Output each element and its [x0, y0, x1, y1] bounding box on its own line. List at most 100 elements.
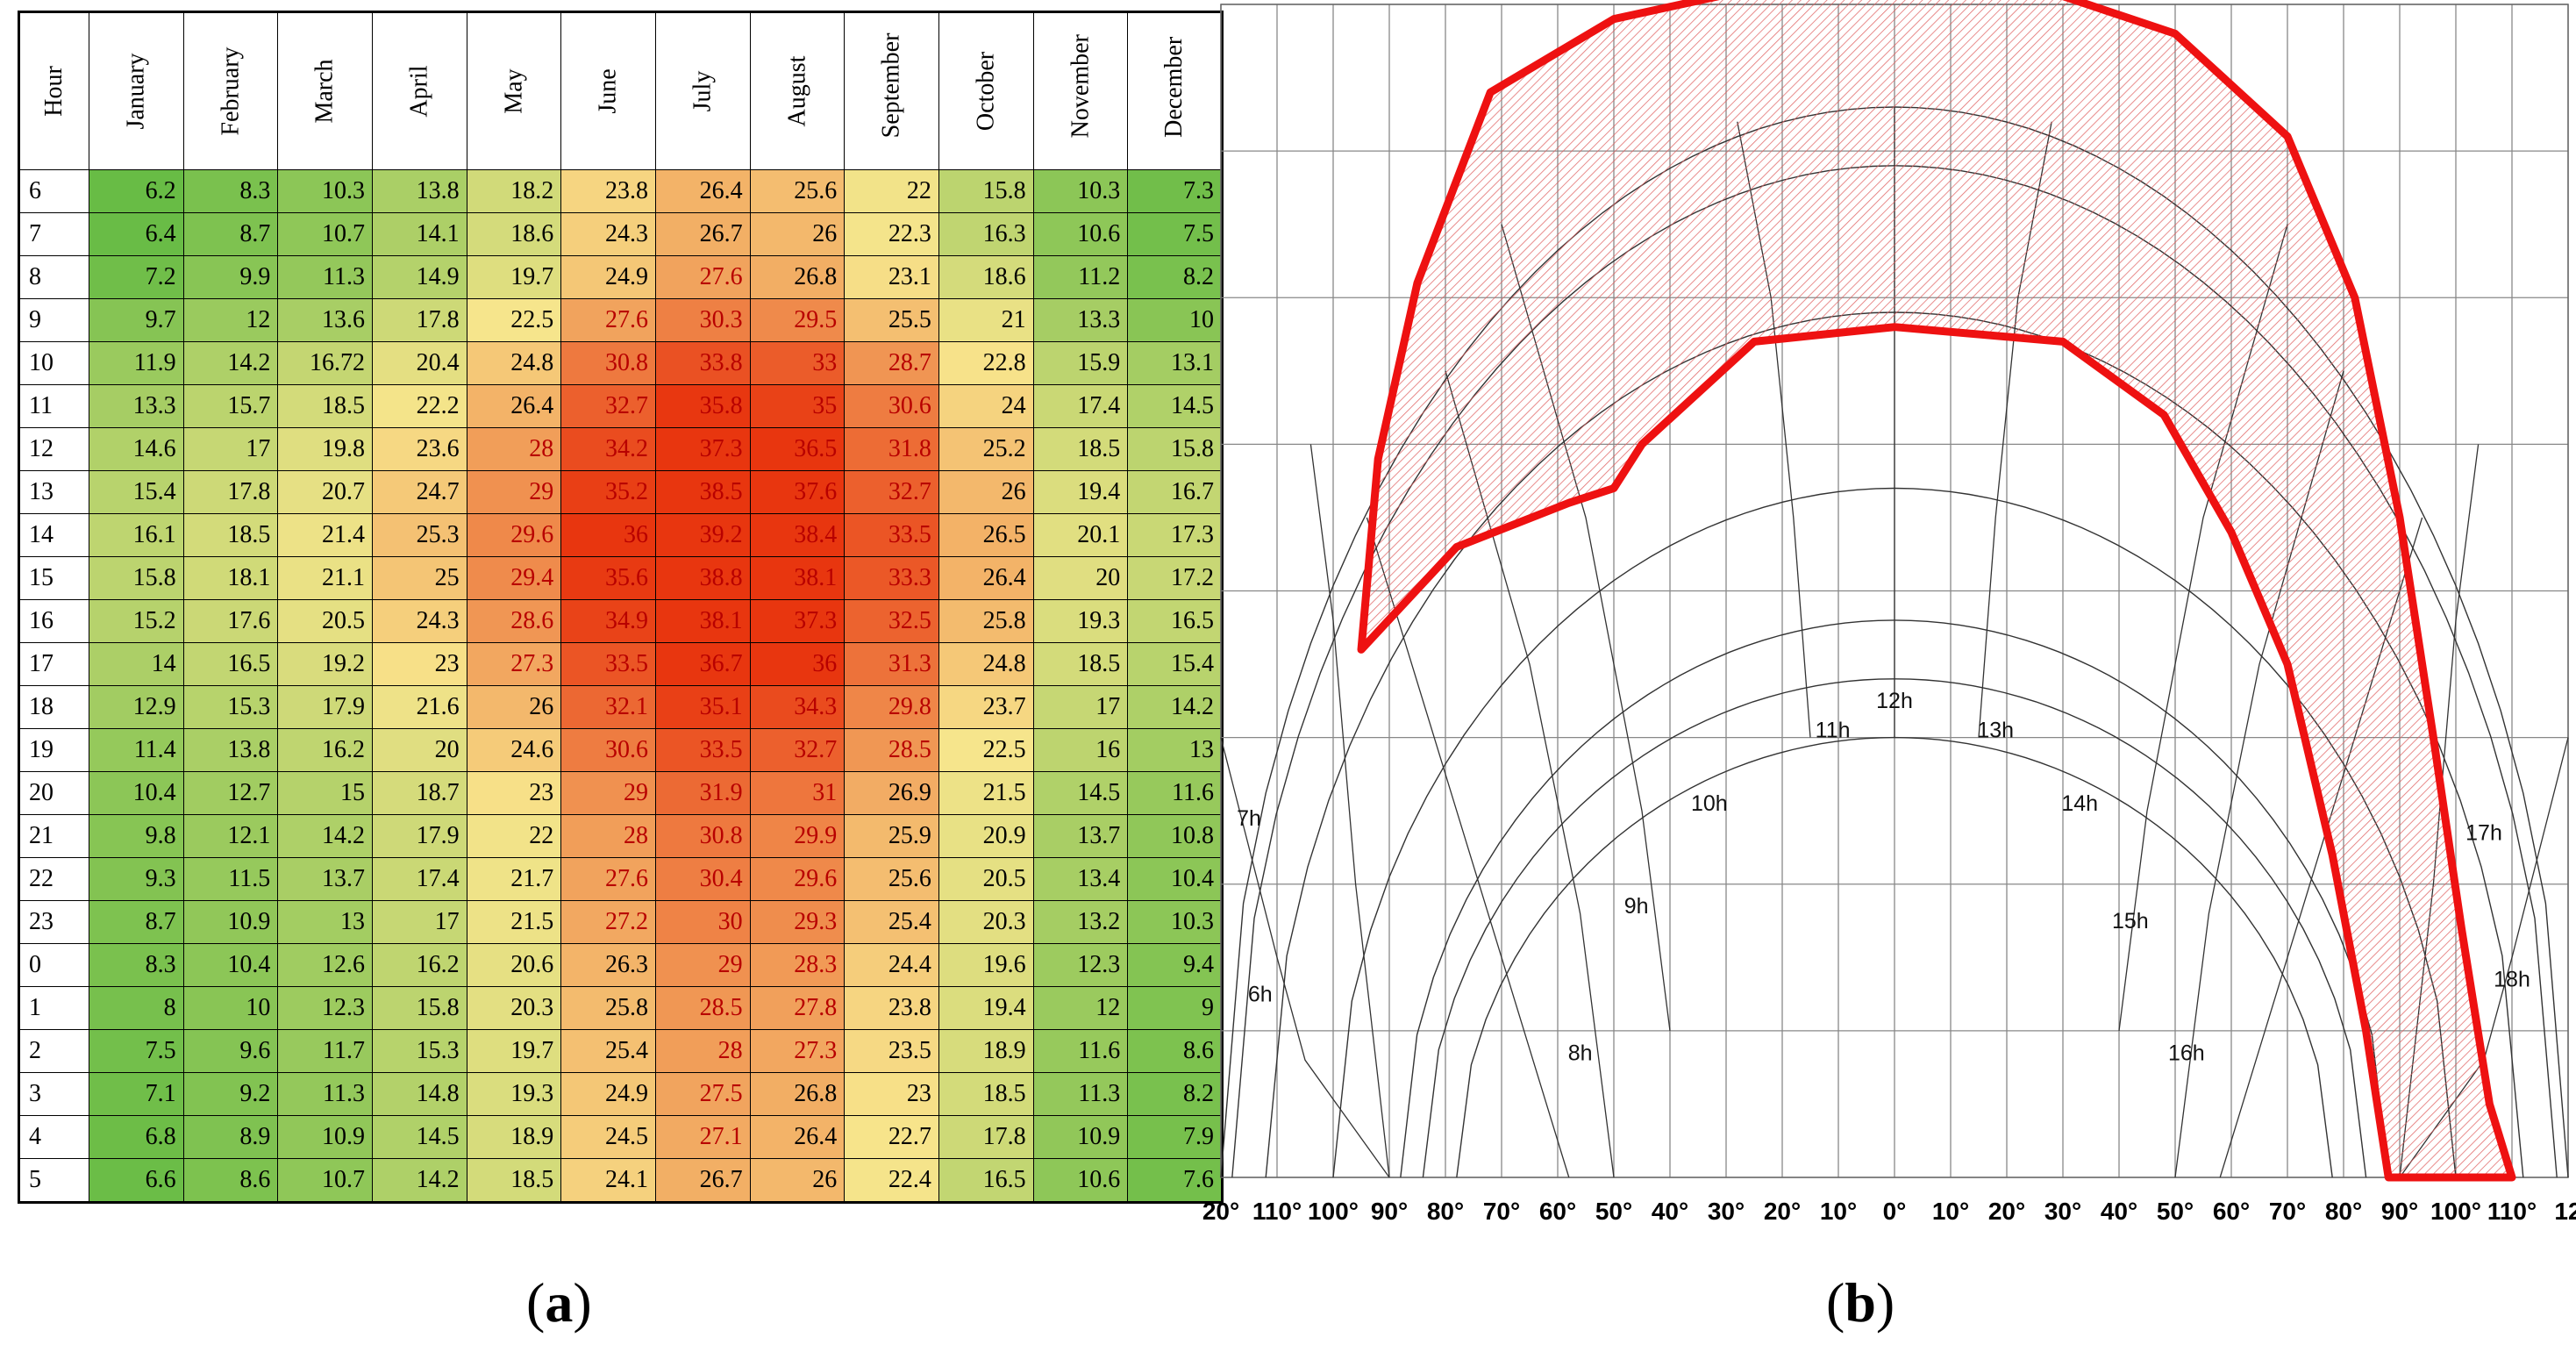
heat-cell: 17.4 [371, 857, 467, 901]
heat-cell: 38.4 [749, 513, 846, 557]
heat-cell: 35.1 [654, 685, 751, 729]
row-label-hour-22: 22 [18, 857, 89, 901]
heat-cell: 17 [371, 900, 467, 944]
heat-cell: 15.3 [182, 685, 279, 729]
heat-cell: 25.2 [938, 427, 1034, 471]
heat-cell: 28 [560, 814, 656, 858]
heat-cell: 31.9 [654, 771, 751, 815]
heat-cell: 11.4 [89, 728, 184, 772]
heat-cell: 30 [654, 900, 751, 944]
table-row: 3 7.1 9.2 11.3 14.8 19.3 24.9 27.5 26.8 23 18.5 11.… [18, 1072, 1223, 1116]
heat-cell: 11.3 [1032, 1072, 1129, 1116]
row-label-hour-2: 2 [18, 1029, 89, 1073]
heat-cell: 22 [844, 169, 939, 213]
temperature-heatmap-table: Hour January February March April May June July… [18, 11, 1224, 1204]
heat-cell: 24.8 [938, 642, 1034, 686]
heat-cell: 29 [466, 470, 562, 514]
column-header-september-label: September [877, 32, 905, 139]
heat-cell: 32.7 [844, 470, 939, 514]
x-tick-label: 80° [1427, 1198, 1464, 1225]
heat-cell: 26.4 [466, 384, 562, 428]
heat-cell: 16.3 [938, 212, 1034, 256]
heat-cell: 8.6 [1127, 1029, 1223, 1073]
heat-cell: 13.4 [1032, 857, 1129, 901]
panel-b-label-close: ) [1875, 1271, 1895, 1334]
table-row: 21 9.8 12.1 14.2 17.9 22 28 30.8 29.9 25.9 20.9 13.… [18, 814, 1223, 858]
heat-cell: 11.2 [1032, 255, 1129, 299]
heat-cell: 23.6 [371, 427, 467, 471]
heat-cell: 30.6 [844, 384, 939, 428]
column-header-april-label: April [405, 65, 433, 118]
x-tick-label: 110° [2487, 1198, 2537, 1225]
table-row: 14 16.1 18.5 21.4 25.3 29.6 36 39.2 38.4 33.5 26.5… [18, 513, 1223, 557]
table-row: 9 9.7 12 13.6 17.8 22.5 27.6 30.3 29.5 25.5 21 13.3… [18, 298, 1223, 342]
heat-cell: 32.7 [749, 728, 846, 772]
heat-cell: 7.9 [1127, 1115, 1223, 1159]
heat-cell: 8.3 [182, 169, 279, 213]
heat-cell: 14.5 [371, 1115, 467, 1159]
heat-cell: 20.6 [466, 943, 562, 987]
heat-cell: 20.7 [277, 470, 373, 514]
heat-cell: 22 [466, 814, 562, 858]
heat-cell: 30.8 [560, 341, 656, 385]
heat-cell: 18.6 [466, 212, 562, 256]
heat-cell: 13.2 [1032, 900, 1129, 944]
x-tick-label: 0° [1883, 1198, 1907, 1225]
heat-cell: 11.6 [1127, 771, 1223, 815]
row-label-hour-9: 9 [18, 298, 89, 342]
heat-cell: 9.9 [182, 255, 279, 299]
heat-cell: 25.8 [560, 986, 656, 1030]
heat-cell: 17.8 [938, 1115, 1034, 1159]
heat-cell: 20 [1032, 556, 1129, 600]
heat-cell: 6.6 [89, 1158, 184, 1203]
heat-cell: 29.5 [749, 298, 846, 342]
heat-cell: 18.9 [466, 1115, 562, 1159]
heat-cell: 21.4 [277, 513, 373, 557]
heat-cell: 15.8 [371, 986, 467, 1030]
heat-cell: 21.7 [466, 857, 562, 901]
heat-cell: 25.4 [560, 1029, 656, 1073]
sun-path-chart: 6h 7h 8h 9h 10h 11h 12h 13h 14h 15h 16h 17h 18h 20° 1… [1202, 0, 2576, 1225]
table-row: 11 13.3 15.7 18.5 22.2 26.4 32.7 35.8 35 30.6 24 17… [18, 384, 1223, 428]
heat-cell: 9.6 [182, 1029, 279, 1073]
table-row: 13 15.4 17.8 20.7 24.7 29 35.2 38.5 37.6 32.7 26 19… [18, 470, 1223, 514]
heat-cell: 15.9 [1032, 341, 1129, 385]
row-label-hour-6: 6 [18, 169, 89, 213]
heat-cell: 36.5 [749, 427, 846, 471]
row-label-hour-11: 11 [18, 384, 89, 428]
heat-cell: 31.3 [844, 642, 939, 686]
table-row: 10 11.9 14.2 16.72 20.4 24.8 30.8 33.8 33 28.7 22.… [18, 341, 1223, 385]
heat-cell: 28.5 [844, 728, 939, 772]
heat-cell: 8.6 [182, 1158, 279, 1203]
x-tick-label: 30° [2044, 1198, 2081, 1225]
heat-cell: 33.3 [844, 556, 939, 600]
heat-cell: 22.5 [466, 298, 562, 342]
x-tick-label: 90° [2381, 1198, 2418, 1225]
x-tick-label: 30° [1708, 1198, 1745, 1225]
row-label-hour-15: 15 [18, 556, 89, 600]
heat-cell: 21 [938, 298, 1034, 342]
heat-cell: 20.3 [466, 986, 562, 1030]
row-label-hour-21: 21 [18, 814, 89, 858]
heat-cell: 29.6 [466, 513, 562, 557]
heat-cell: 10.6 [1032, 1158, 1129, 1203]
row-label-hour-17: 17 [18, 642, 89, 686]
heat-cell: 10.3 [1127, 900, 1223, 944]
heat-cell: 29.9 [749, 814, 846, 858]
x-tick-label: 90° [1371, 1198, 1408, 1225]
table-row: 12 14.6 17 19.8 23.6 28 34.2 37.3 36.5 31.8 25.2 18… [18, 427, 1223, 471]
x-tick-label: 50° [2157, 1198, 2194, 1225]
heat-cell: 11.9 [89, 341, 184, 385]
heat-cell: 16.1 [89, 513, 184, 557]
x-tick-label: 40° [1652, 1198, 1688, 1225]
heat-cell: 8.2 [1127, 1072, 1223, 1116]
heat-cell: 15.8 [1127, 427, 1223, 471]
heat-cell: 14.2 [182, 341, 279, 385]
heat-cell: 10 [1127, 298, 1223, 342]
heat-cell: 23.8 [560, 169, 656, 213]
heat-cell: 15.3 [371, 1029, 467, 1073]
column-header-june: June [560, 11, 656, 170]
heat-cell: 25.3 [371, 513, 467, 557]
heat-cell: 24.3 [371, 599, 467, 643]
heat-cell: 32.1 [560, 685, 656, 729]
